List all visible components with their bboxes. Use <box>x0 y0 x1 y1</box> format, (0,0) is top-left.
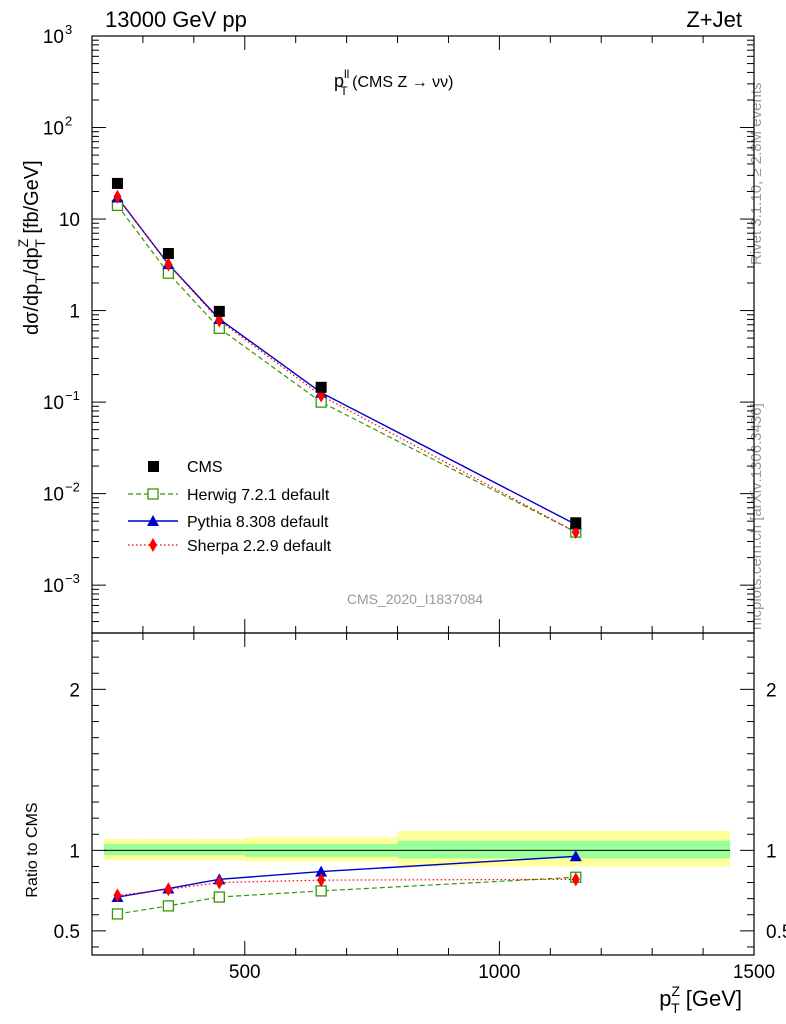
y-tick-label-ratio-right-0.5: 0.5 <box>766 922 786 943</box>
rivet-side-label: Rivet 3.1.10, ≥ 2.8M events <box>748 83 765 266</box>
top-point-sherpa-4 <box>571 525 580 540</box>
data-markers <box>111 177 582 920</box>
top-line-sherpa <box>116 196 577 533</box>
legend-herwig-marker <box>147 488 159 500</box>
y-tick-label-top-exp--1: −1 <box>65 388 80 403</box>
ratio-line-sherpa <box>117 878 576 897</box>
y-tick-label-top-exp--3: −3 <box>65 571 80 586</box>
y-tick-label-ratio-0.5: 0.5 <box>54 922 80 943</box>
ratio-band-inner-4 <box>397 840 730 859</box>
y-tick-label-top-2: 10 <box>43 119 64 140</box>
ratio-point-herwig-2 <box>213 891 225 903</box>
top-point-cms-1 <box>162 248 174 260</box>
axis-tick-labels: 5001000150010−310−210−11101021030.50.511… <box>43 22 786 983</box>
legend-sherpa-label: Sherpa 2.2.9 default <box>187 538 332 555</box>
y-tick-label-ratio-1: 1 <box>69 841 80 862</box>
y-tick-label-top-1: 10 <box>59 210 80 231</box>
ratio-point-herwig-3 <box>315 885 327 897</box>
top-point-cms-2 <box>213 305 225 317</box>
ratio-line-herwig <box>117 876 576 915</box>
ratio-point-pythia-4 <box>569 850 582 862</box>
ratio-band-inner-1 <box>142 843 194 856</box>
top-point-cms-3 <box>315 381 327 393</box>
plot-title: pll T (CMS Z → νν) <box>334 67 453 98</box>
top-line-herwig <box>116 205 577 533</box>
x-tick-label-1000: 1000 <box>478 962 520 983</box>
y-tick-label-top--3: 10 <box>43 576 64 597</box>
plot-frames <box>91 35 755 956</box>
ratio-point-herwig-1 <box>162 900 175 912</box>
series-lines <box>116 196 577 915</box>
y-tick-label-top-exp-3: 3 <box>65 22 72 37</box>
legend-pythia-label: Pythia 8.308 default <box>187 514 329 531</box>
y-tick-label-top-exp--2: −2 <box>65 480 80 495</box>
ratio-point-sherpa-3 <box>317 873 326 888</box>
axis-ticks <box>91 35 755 955</box>
legend-pythia-marker <box>147 515 159 526</box>
ratio-point-sherpa-4 <box>571 872 580 887</box>
y-tick-label-top-0: 1 <box>69 302 80 323</box>
header-left-label: 13000 GeV pp <box>105 7 247 32</box>
mcplots-side-label: mcplots.cern.ch [arXiv:1306.3436] <box>748 403 765 630</box>
top-point-cms-0 <box>111 177 123 189</box>
x-tick-label-1500: 1500 <box>733 962 775 983</box>
top-point-sherpa-0 <box>113 189 122 204</box>
ratio-band-inner-2 <box>193 843 245 856</box>
y-tick-label-top-3: 10 <box>43 27 64 48</box>
ratio-plot-frame <box>91 632 755 956</box>
y-tick-label-top--1: 10 <box>43 393 64 414</box>
y-axis-title-ratio: Ratio to CMS <box>24 802 41 897</box>
y-tick-label-top--2: 10 <box>43 485 64 506</box>
x-axis-title: pZ T [GeV] <box>659 983 742 1016</box>
legend-cms-label: CMS <box>187 459 223 476</box>
y-tick-label-ratio-right-1: 1 <box>766 841 777 862</box>
y-axis-title-top: dσ/dpT/dpZT [fb/GeV] <box>15 160 48 335</box>
top-point-sherpa-2 <box>215 313 224 328</box>
y-tick-label-ratio-right-2: 2 <box>766 680 777 701</box>
y-tick-label-ratio-2: 2 <box>69 680 80 701</box>
legend: CMS Herwig 7.2.1 default Pythia 8.308 de… <box>128 459 332 555</box>
legend-cms-marker <box>148 461 159 472</box>
top-point-sherpa-1 <box>164 257 173 272</box>
analysis-watermark: CMS_2020_I1837084 <box>347 591 483 607</box>
ratio-point-sherpa-2 <box>215 875 224 890</box>
ratio-point-pythia-3 <box>315 865 328 877</box>
ratio-point-sherpa-1 <box>164 882 173 897</box>
ratio-point-herwig-0 <box>111 908 124 920</box>
header-right-label: Z+Jet <box>686 7 742 32</box>
legend-herwig-label: Herwig 7.2.1 default <box>187 487 330 504</box>
y-tick-label-top-exp-2: 2 <box>65 114 72 129</box>
ratio-point-sherpa-0 <box>113 888 122 903</box>
x-tick-label-500: 500 <box>229 962 261 983</box>
ratio-uncertainty-band <box>104 831 730 867</box>
legend-sherpa-marker <box>149 538 157 552</box>
top-point-cms-4 <box>570 517 582 529</box>
ratio-band-inner-0 <box>104 843 143 856</box>
